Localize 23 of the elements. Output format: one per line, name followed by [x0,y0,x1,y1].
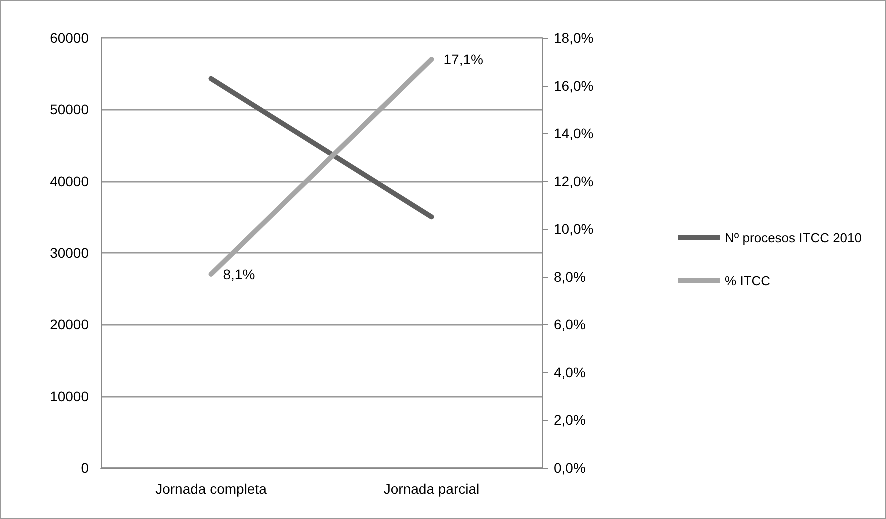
legend-label: Nº procesos ITCC 2010 [725,230,862,246]
data-label: 8,1% [223,266,256,282]
y2-tick-label: 12,0% [554,173,594,190]
y-tick-label: 20000 [50,316,90,333]
y-tick-label: 30000 [50,245,90,261]
y2-tick-label: 8,0% [554,268,586,285]
y2-tick-label: 4,0% [554,364,586,380]
y2-tick-label: 14,0% [554,126,594,142]
y-tick-label: 10000 [50,388,90,404]
x-tick-label: Jornada parcial [384,481,480,497]
data-label: 17,1% [444,52,484,68]
y2-tick-label: 0,0% [554,460,586,476]
y2-tick-label: 6,0% [554,316,586,333]
y-tick-label: 60000 [50,30,90,46]
legend-label: % ITCC [725,274,771,288]
y2-tick-label: 2,0% [554,412,586,428]
y-tick-label: 50000 [50,102,90,118]
y-tick-label: 0 [81,460,90,476]
y2-tick-label: 16,0% [554,78,594,94]
y-tick-label: 40000 [50,173,90,190]
x-tick-label: Jornada completa [156,481,268,497]
y2-tick-label: 18,0% [554,30,594,46]
y2-tick-label: 10,0% [554,221,594,238]
